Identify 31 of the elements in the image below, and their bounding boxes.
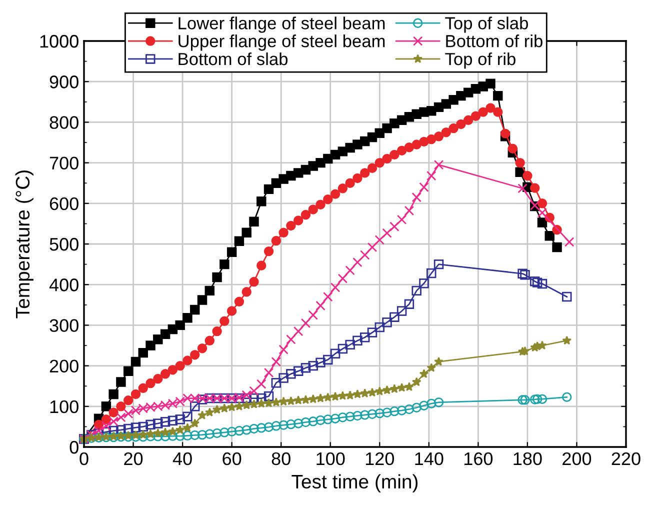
legend-label: Top of slab xyxy=(445,16,528,33)
y-tick-label: 600 xyxy=(50,197,78,210)
x-tick-label: 100 xyxy=(316,452,345,466)
x-axis-title: Test time (min) xyxy=(292,474,418,492)
x-tick-label: 200 xyxy=(562,452,592,466)
legend-label: Bottom of slab xyxy=(178,52,288,66)
y-axis-title: Temperature (°C) xyxy=(15,170,34,318)
y-tick-label: 700 xyxy=(50,156,78,170)
x-tick-label: 180 xyxy=(514,452,542,466)
y-tick-label: 500 xyxy=(50,238,78,251)
x-tick-label: 160 xyxy=(464,452,493,466)
y-tick-label: 400 xyxy=(49,278,78,292)
y-tick-label: 1000 xyxy=(40,34,78,48)
legend-label: Lower flange of steel beam xyxy=(178,16,385,33)
legend-label: Bottom of rib xyxy=(446,34,542,48)
y-tick-label: 900 xyxy=(50,76,78,88)
x-tick-label: 220 xyxy=(612,452,640,466)
x-tick-label: 120 xyxy=(366,452,394,466)
y-tick-label: 200 xyxy=(50,360,78,373)
x-tick-label: 80 xyxy=(272,452,290,466)
y-tick-label: 100 xyxy=(50,400,78,414)
legend-label: Top of rib xyxy=(445,52,516,69)
y-tick-label: 0 xyxy=(70,440,78,454)
x-tick-label: 60 xyxy=(222,452,242,466)
legend-label: Upper flange of steel beam xyxy=(178,34,385,51)
y-tick-label: 300 xyxy=(50,319,78,332)
x-tick-label: 140 xyxy=(415,452,444,466)
x-tick-label: 40 xyxy=(172,452,192,466)
x-tick-label: 0 xyxy=(80,452,88,466)
x-tick-label: 20 xyxy=(124,452,143,466)
y-tick-label: 800 xyxy=(50,116,78,129)
